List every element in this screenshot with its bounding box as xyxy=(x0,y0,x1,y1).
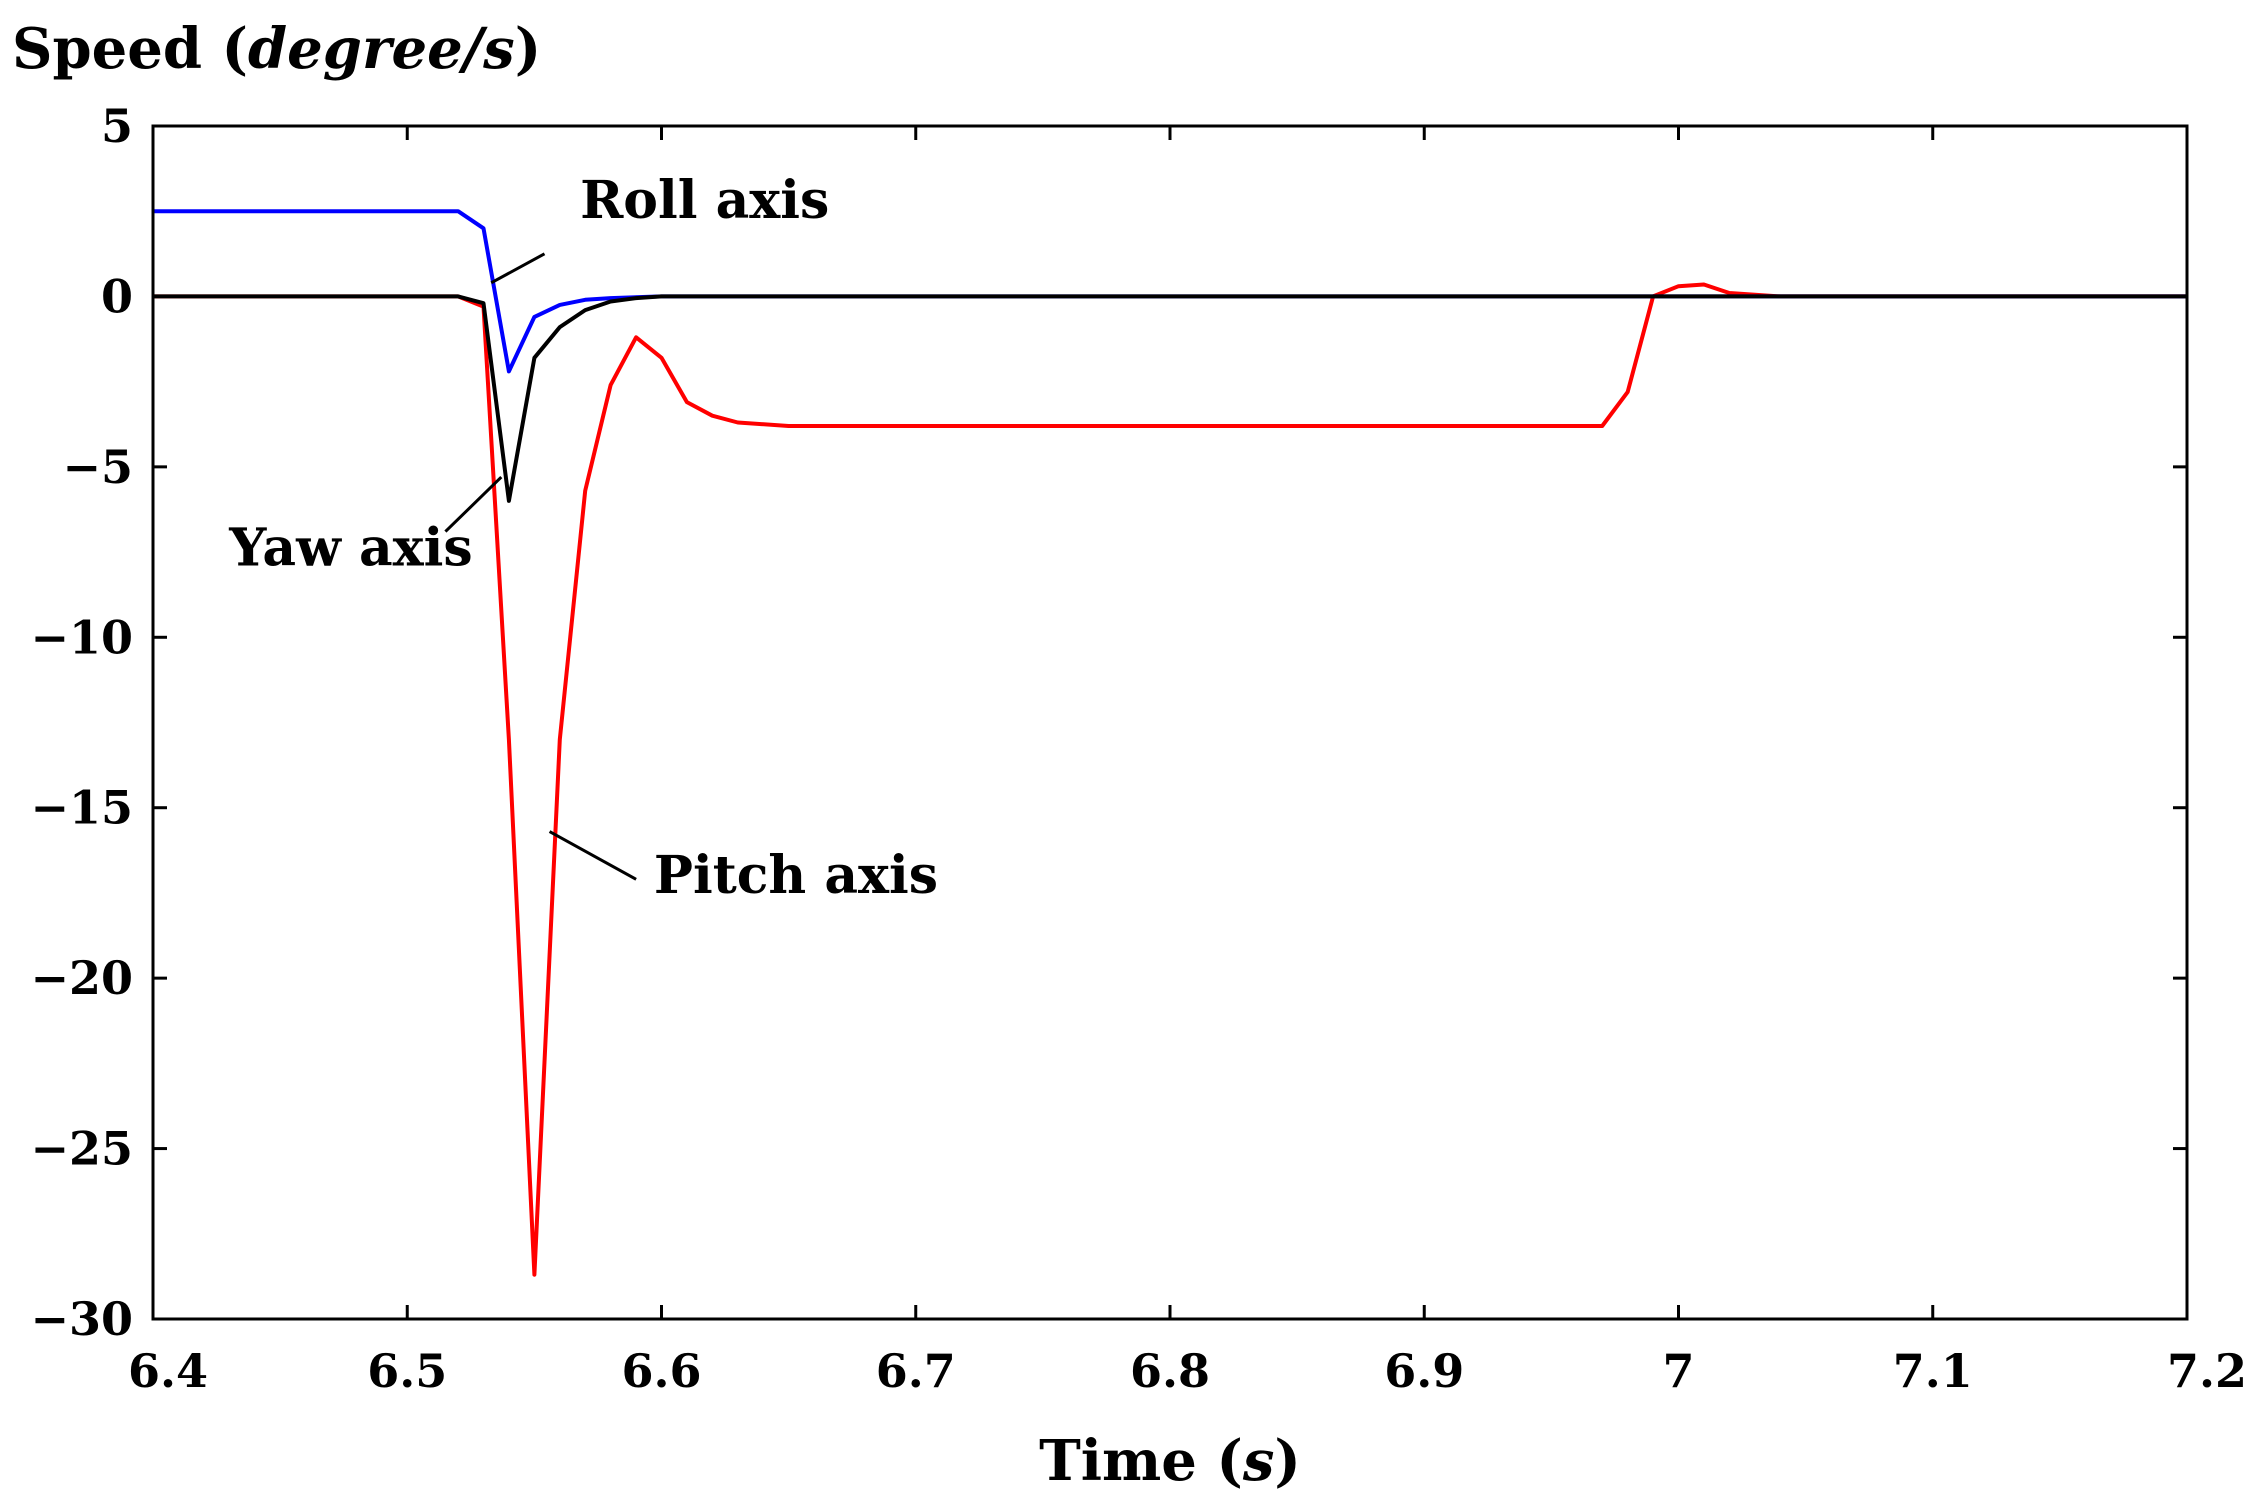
x-tick-label: 6.8 xyxy=(1130,1344,1210,1398)
series-line-roll-axis xyxy=(153,209,2187,374)
leader-line-pitch-axis xyxy=(548,830,637,881)
annotation-roll-axis: Roll axis xyxy=(580,170,829,231)
y-tick-label: 5 xyxy=(101,99,133,153)
x-tick-label: 6.4 xyxy=(128,1344,208,1398)
x-tick-label: 6.5 xyxy=(367,1344,447,1398)
x-tick-label: 7.1 xyxy=(1893,1344,1973,1398)
series-line-yaw-axis xyxy=(153,294,2187,503)
annotation-pitch-axis: Pitch axis xyxy=(654,845,938,906)
y-tick-label: −15 xyxy=(30,781,133,835)
y-tick-label: −30 xyxy=(30,1292,133,1346)
series-layer xyxy=(153,209,2187,1277)
x-tick-label: 6.6 xyxy=(621,1344,701,1398)
annotation-layer: Roll axis Yaw axis Pitch axis xyxy=(228,170,938,906)
y-tick-label: −10 xyxy=(30,610,133,664)
x-tick-label: 7 xyxy=(1662,1344,1694,1398)
y-tick-label: −25 xyxy=(30,1122,133,1176)
series-line-pitch-axis xyxy=(153,282,2187,1277)
y-axis-label: Speed (degree/s) xyxy=(12,16,541,82)
x-axis-label: Time (s) xyxy=(1039,1428,1301,1494)
plot-frame xyxy=(151,124,2189,1321)
annotation-yaw-axis: Yaw axis xyxy=(228,518,472,579)
x-tick-label: 7.2 xyxy=(2167,1344,2247,1398)
x-tick-label: 6.9 xyxy=(1384,1344,1464,1398)
tick-layer: 6.4 6.5 6.6 6.7 6.8 6.9 7 7.1 7.2 5 0 −5 −10 −15 −20 −2… xyxy=(30,99,2247,1398)
leader-line-roll-axis xyxy=(490,252,546,285)
x-tick-label: 6.7 xyxy=(876,1344,956,1398)
y-tick-label: −20 xyxy=(30,951,133,1005)
y-tick-label: −5 xyxy=(62,440,133,494)
y-tick-label: 0 xyxy=(101,269,133,323)
leader-line-yaw-axis xyxy=(444,476,503,533)
